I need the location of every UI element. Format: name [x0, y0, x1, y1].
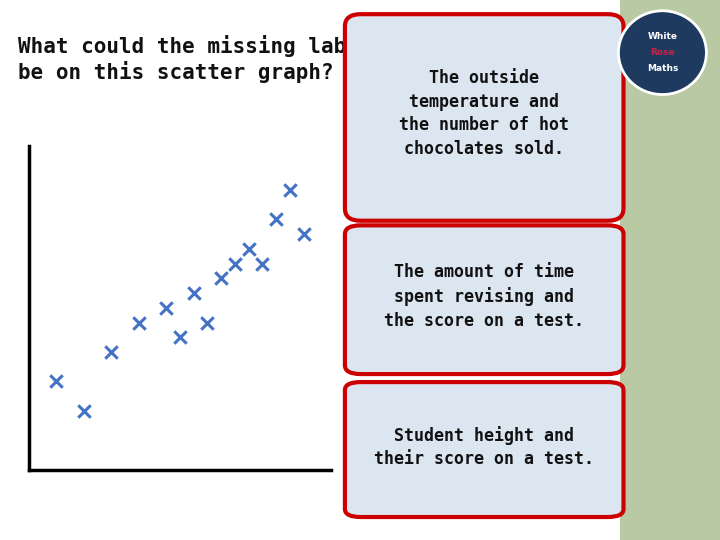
Point: [106, 348, 117, 356]
Point: [243, 245, 254, 253]
Point: [78, 407, 89, 415]
FancyBboxPatch shape: [345, 225, 624, 374]
Point: [271, 215, 282, 224]
Point: [161, 303, 172, 312]
Text: Maths: Maths: [647, 64, 678, 73]
Circle shape: [618, 11, 706, 94]
Point: [50, 377, 62, 386]
Point: [174, 333, 186, 342]
Text: The outside
temperature and
the number of hot
chocolates sold.: The outside temperature and the number o…: [399, 69, 570, 158]
Point: [202, 318, 213, 327]
Point: [284, 186, 296, 194]
Text: Rose: Rose: [650, 48, 675, 57]
Text: The amount of time
spent revising and
the score on a test.: The amount of time spent revising and th…: [384, 264, 584, 330]
Point: [257, 259, 269, 268]
Text: White: White: [647, 32, 678, 41]
Text: What could the missing labels
be on this scatter graph?: What could the missing labels be on this…: [18, 35, 384, 83]
Point: [215, 274, 227, 282]
Point: [298, 230, 310, 239]
FancyBboxPatch shape: [345, 382, 624, 517]
Text: Student height and
their score on a test.: Student height and their score on a test…: [374, 426, 594, 468]
Point: [133, 318, 145, 327]
Bar: [620, 0, 720, 540]
Point: [229, 259, 240, 268]
FancyBboxPatch shape: [345, 14, 624, 221]
Point: [188, 289, 199, 298]
